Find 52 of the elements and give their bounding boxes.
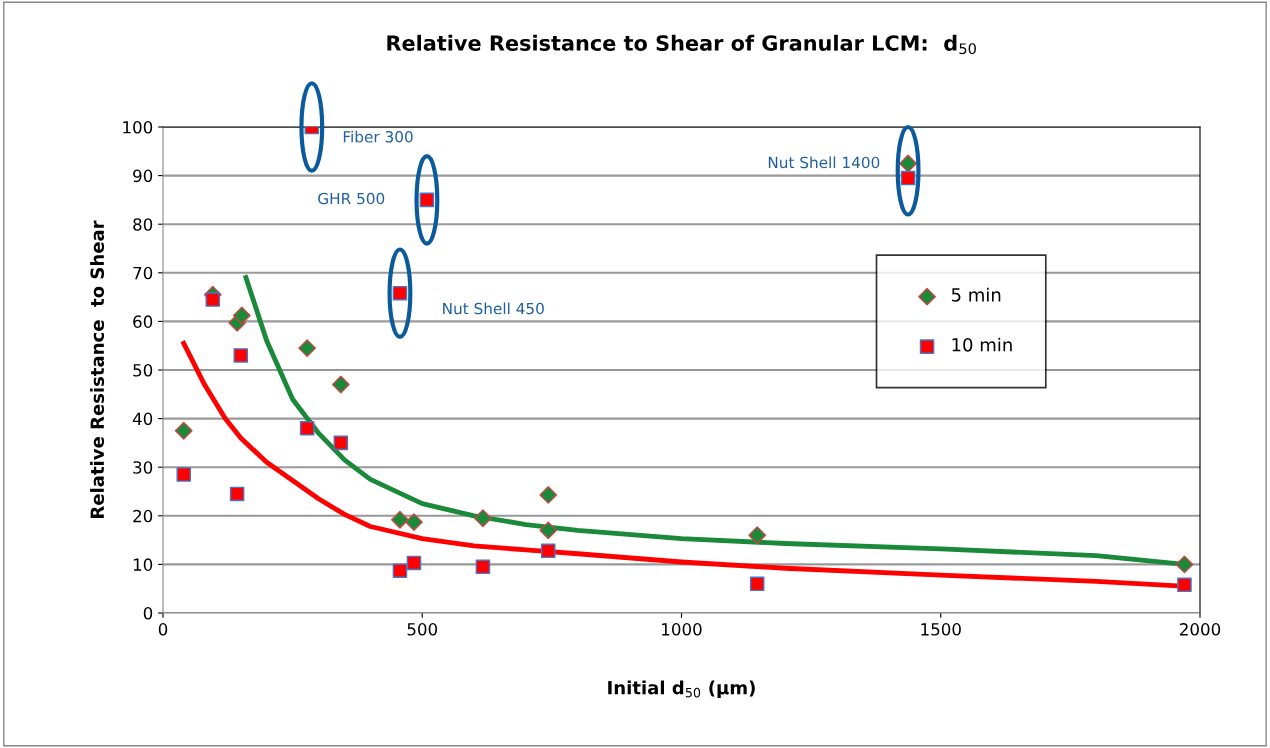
point <box>174 421 193 440</box>
y-tick-label: 0 <box>143 606 153 620</box>
x-tick-label: 0 <box>158 623 168 636</box>
x-tick-label: 1000 <box>662 623 702 636</box>
x-axis-title: Initial d$_{50}$ (μm) <box>608 680 755 699</box>
y-tick-label: 30 <box>133 461 153 474</box>
y-tick-label: 60 <box>133 315 153 328</box>
point <box>405 513 423 532</box>
x-tick-label: 2000 <box>1180 623 1221 636</box>
point <box>419 192 435 208</box>
point <box>232 306 251 325</box>
point <box>229 486 245 502</box>
y-tick-label: 40 <box>132 412 153 426</box>
point <box>474 509 492 528</box>
point <box>1177 577 1192 593</box>
y-tick-label: 20 <box>133 509 153 523</box>
point <box>748 526 767 545</box>
y-tick-label: 50 <box>133 363 153 377</box>
point <box>392 285 408 301</box>
point <box>540 543 556 559</box>
point <box>539 521 558 540</box>
y-tick-label: 90 <box>133 169 153 183</box>
x-tick-label: 1500 <box>921 623 961 636</box>
legend-label: 10 min <box>952 337 1012 352</box>
point <box>392 563 408 579</box>
point <box>299 421 315 436</box>
point <box>475 559 491 575</box>
point <box>391 510 409 529</box>
point <box>233 348 249 363</box>
annotation: Fiber 300 <box>343 130 413 143</box>
legend-label: 5 min <box>951 287 1001 302</box>
y-tick-label: 10 <box>133 558 153 571</box>
point <box>333 435 349 451</box>
y-tick-label: 100 <box>123 120 153 134</box>
point <box>899 154 917 173</box>
point <box>176 467 192 482</box>
point <box>331 375 350 394</box>
annotation: Nut Shell 450 <box>443 302 544 315</box>
point <box>1175 555 1194 574</box>
y-tick-label: 70 <box>133 266 153 280</box>
point <box>900 170 916 186</box>
annotation: GHR 500 <box>318 192 385 205</box>
annotation: Nut Shell 1400 <box>768 156 880 169</box>
point <box>749 576 765 592</box>
point <box>298 339 317 358</box>
point <box>539 485 558 504</box>
point <box>406 555 422 571</box>
y-axis-title: Relative Resistance to Shear <box>90 220 105 518</box>
x-tick-label: 500 <box>407 623 438 636</box>
point <box>205 292 221 307</box>
chart-title: Relative Resistance to Shear of Granular LCM: d$_{50}$ <box>387 34 976 55</box>
y-tick-label: 80 <box>133 218 153 231</box>
